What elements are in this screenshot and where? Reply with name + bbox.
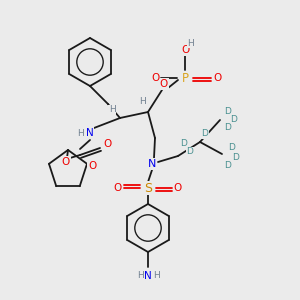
Text: O: O: [181, 45, 189, 55]
Text: S: S: [144, 182, 152, 194]
Text: D: D: [181, 140, 188, 148]
Text: D: D: [225, 124, 231, 133]
Text: H: H: [188, 38, 194, 47]
Text: O: O: [88, 161, 96, 171]
Text: O: O: [62, 157, 70, 167]
Text: O: O: [213, 73, 221, 83]
Text: N: N: [86, 128, 94, 138]
Text: D: D: [232, 154, 239, 163]
Text: H: H: [139, 98, 145, 106]
Text: D: D: [202, 130, 208, 139]
Text: O: O: [174, 183, 182, 193]
Text: O: O: [160, 79, 168, 89]
Text: O: O: [151, 73, 159, 83]
Text: D: D: [187, 148, 194, 157]
Text: N: N: [144, 271, 152, 281]
Text: H: H: [78, 130, 84, 139]
Text: D: D: [231, 116, 237, 124]
Text: D: D: [225, 107, 231, 116]
Text: D: D: [229, 143, 236, 152]
Text: P: P: [182, 71, 188, 85]
Text: N: N: [148, 159, 156, 169]
Text: H: H: [109, 106, 116, 115]
Text: O: O: [114, 183, 122, 193]
Text: H: H: [136, 272, 143, 280]
Text: H: H: [153, 272, 159, 280]
Text: D: D: [225, 161, 231, 170]
Text: O: O: [103, 139, 111, 149]
